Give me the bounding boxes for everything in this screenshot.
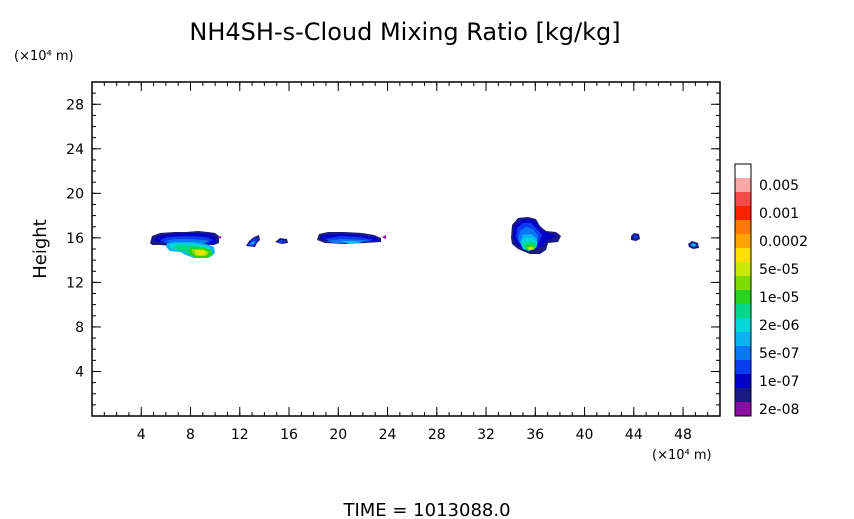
colorbar-frame	[734, 163, 752, 417]
y-tick-label: 20	[66, 186, 84, 202]
y-axis-unit-label: (×10⁴ m)	[14, 49, 74, 64]
cloud-feature-2	[246, 235, 260, 247]
colorbar-swatch	[735, 290, 751, 305]
y-tick-label: 28	[66, 97, 84, 113]
x-tick-label: 8	[186, 427, 195, 443]
colorbar-swatch	[735, 374, 751, 389]
colorbar-label: 0.005	[759, 178, 799, 194]
colorbar-swatch	[735, 206, 751, 221]
x-tick-label: 44	[625, 427, 643, 443]
time-label: TIME = 1013088.0	[342, 500, 510, 519]
x-tick-label: 20	[329, 427, 347, 443]
colorbar-label: 1e-07	[759, 374, 799, 390]
x-tick-label: 36	[526, 427, 544, 443]
cloud-feature-3	[275, 238, 288, 244]
colorbar-swatch	[735, 360, 751, 375]
cloud-feature-5	[511, 217, 561, 254]
y-axis-label: Height	[30, 219, 51, 279]
colorbar-swatch	[735, 192, 751, 207]
colorbar-label: 5e-05	[759, 262, 799, 278]
cloud-feature-6	[631, 233, 640, 241]
colorbar-label: 2e-06	[759, 318, 799, 334]
colorbar-swatch	[735, 276, 751, 291]
y-tick-label: 4	[75, 364, 84, 380]
y-tick-label: 16	[66, 231, 84, 247]
cloud-feature-7	[688, 241, 699, 249]
chart-title: NH4SH-s-Cloud Mixing Ratio [kg/kg]	[189, 18, 620, 46]
colorbar-label: 5e-07	[759, 346, 799, 362]
colorbar-label: 0.001	[759, 206, 799, 222]
colorbar-label: 0.0002	[759, 234, 808, 250]
colorbar-label: 2e-08	[759, 402, 799, 418]
cloud-feature-4	[317, 232, 386, 244]
y-tick-label: 24	[66, 142, 84, 158]
colorbar-swatch	[735, 220, 751, 235]
cloud-feature-1	[150, 231, 221, 258]
colorbar-swatch	[735, 388, 751, 403]
x-axis-unit-label: (×10⁴ m)	[652, 448, 712, 463]
colorbar-swatch	[735, 402, 751, 417]
x-tick-label: 16	[280, 427, 298, 443]
colorbar-swatch	[735, 346, 751, 361]
colorbar-swatch	[735, 304, 751, 319]
x-tick-label: 4	[137, 427, 146, 443]
colorbar-swatch	[735, 248, 751, 263]
colorbar: 0.005 0.001 0.0002 5e-05 1e-05 2e-06 5e-07 1e-0…	[734, 163, 808, 418]
cloud-field	[150, 217, 699, 258]
colorbar-swatch	[735, 234, 751, 249]
colorbar-label: 1e-05	[759, 290, 799, 306]
y-tick-label: 8	[75, 320, 84, 336]
colorbar-swatch	[735, 164, 751, 179]
x-tick-label: 24	[379, 427, 397, 443]
x-tick-label: 48	[674, 427, 692, 443]
colorbar-swatch	[735, 332, 751, 347]
colorbar-swatch	[735, 262, 751, 277]
colorbar-swatch	[735, 318, 751, 333]
x-tick-label: 32	[477, 427, 495, 443]
colorbar-swatch	[735, 178, 751, 193]
x-tick-label: 12	[231, 427, 249, 443]
x-tick-label: 40	[576, 427, 594, 443]
y-tick-label: 12	[66, 275, 84, 291]
x-tick-label: 28	[428, 427, 446, 443]
